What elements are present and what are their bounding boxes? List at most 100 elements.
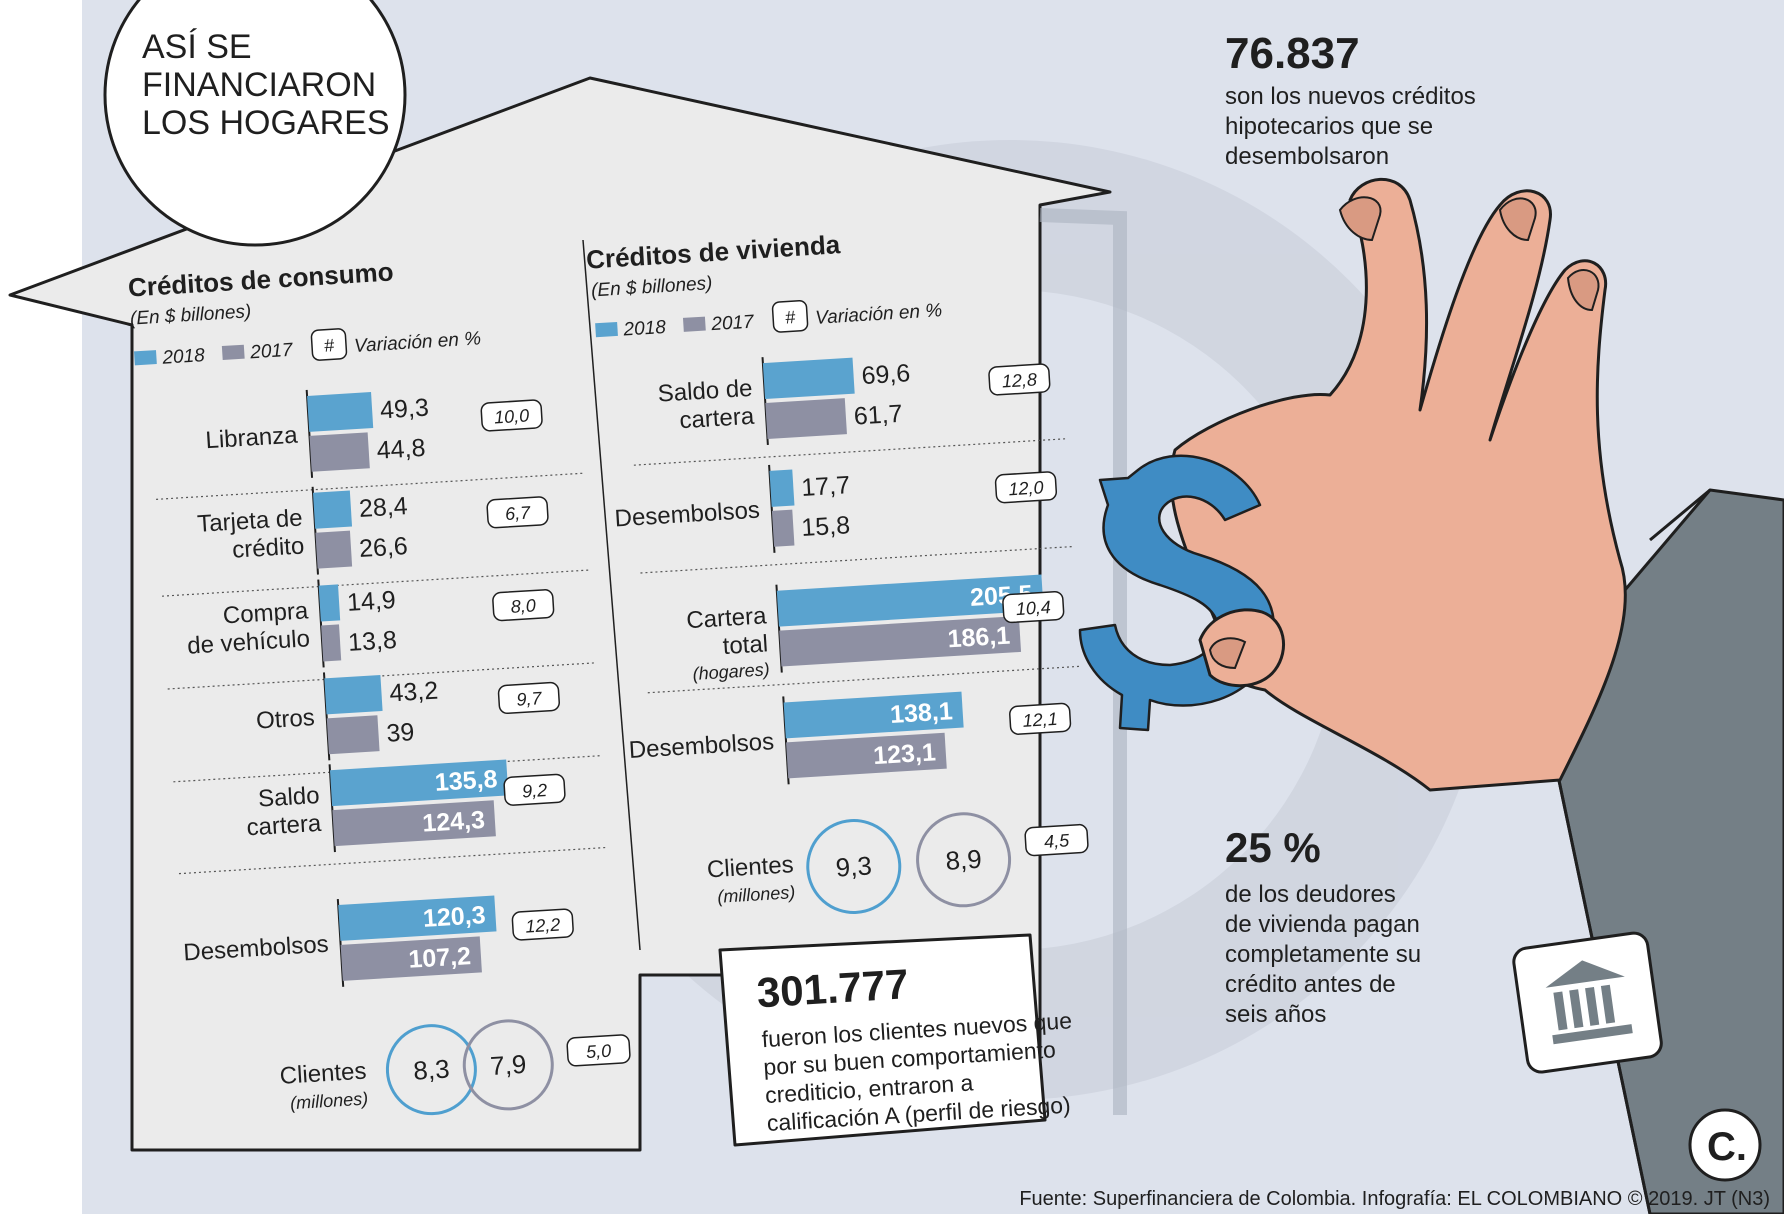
variation-value: 6,7 [505, 503, 532, 525]
title-circle [103, 0, 407, 247]
deudores-line-5: seis años [1225, 1001, 1326, 1028]
vivienda-legend-label-2017: 2017 [710, 312, 756, 336]
title-line-2: FINANCIARON [142, 66, 376, 104]
bar-label-2017: 61,7 [853, 400, 903, 431]
bar-label-2017: 26,6 [358, 532, 408, 563]
bar-2017 [326, 715, 380, 755]
logo-circle [1688, 1108, 1762, 1182]
variation-box [1009, 702, 1072, 735]
bar-label-2018: 17,7 [801, 471, 851, 502]
bar-2017 [771, 509, 795, 547]
bar-label-2018: 43,2 [389, 677, 439, 708]
bar-label-2018: 28,4 [358, 492, 408, 523]
variation-value: 12,2 [525, 914, 561, 936]
bar-label-2018: 120,3 [422, 901, 486, 933]
chart-consumo: Créditos de consumo (En $ billones) 2018… [127, 256, 631, 1116]
bar-2018 [776, 574, 1044, 627]
bar-2017 [315, 530, 353, 569]
vivienda-clientes-circle-2017 [916, 812, 1012, 908]
legend-label-2017: 2017 [249, 340, 295, 364]
clientes-nuevos-box [718, 933, 1047, 1147]
bar-2018 [783, 691, 964, 739]
deudores-line-3: completamente su [1225, 941, 1421, 968]
bar-label-2018: 69,6 [861, 359, 911, 390]
bar-2017 [779, 615, 1022, 667]
nuevos-creditos-callout: 76.837 son los nuevos créditos hipotecar… [1225, 29, 1476, 170]
consumo-clientes-variation-box [566, 1034, 631, 1067]
consumo-clientes-sublabel: (millones) [290, 1089, 369, 1114]
deudores-line-2: de vivienda pagan [1225, 911, 1420, 938]
logo-text: C. [1707, 1125, 1747, 1169]
deudores-line-4: crédito antes de [1225, 971, 1396, 998]
legend-hash: # [323, 335, 335, 356]
nuevos-creditos-line-1: son los nuevos créditos [1225, 83, 1476, 110]
bar-2018 [762, 357, 855, 400]
vivienda-legend-variation-box [771, 300, 809, 333]
consumo-clientes-circle-2018 [385, 1024, 477, 1116]
vivienda-clientes-variation: 4,5 [1043, 830, 1070, 852]
vivienda-legend-hash: # [785, 307, 797, 328]
bar-2017 [309, 432, 370, 472]
category-group: 49,3 44,8 Libranza 10,0 [156, 389, 586, 500]
bar-label-2018: 14,9 [346, 586, 396, 617]
row-separator [161, 569, 592, 597]
consumo-clientes-label: Clientes [279, 1058, 367, 1090]
variation-box [480, 399, 543, 432]
bar-label-2017: 13,8 [347, 626, 397, 657]
variation-value: 8,0 [510, 595, 536, 616]
variation-value: 9,7 [516, 688, 543, 710]
variation-box [1002, 590, 1065, 624]
row-separator [178, 846, 609, 875]
variation-value: 12,8 [1001, 369, 1037, 391]
category-label: Compra [222, 597, 309, 629]
vivienda-legend-swatch-2017 [682, 316, 706, 332]
category-group: 43,2 39 Otros 9,7 [173, 672, 603, 783]
bar-2017 [786, 732, 947, 779]
category-sublabel: (hogares) [692, 659, 770, 684]
variation-box [492, 589, 555, 622]
deudores-callout: 25 % de los deudores de vivienda pagan c… [1225, 824, 1421, 1028]
variation-value: 10,0 [494, 405, 530, 427]
category-label: Tarjeta de [196, 504, 303, 537]
legend-swatch-2017 [221, 344, 245, 361]
variation-value: 12,1 [1022, 709, 1058, 731]
category-label: Cartera [686, 602, 768, 634]
category-label: Saldo de [657, 375, 753, 408]
chart-vivienda: Créditos de vivienda (En $ billones) 201… [585, 229, 1089, 915]
bar-2017 [765, 398, 847, 439]
vivienda-clientes-variation-box [1024, 823, 1089, 857]
vivienda-clientes-circle-2018 [806, 819, 902, 915]
category-label: Otros [255, 704, 315, 735]
vivienda-clientes-label: Clientes [706, 851, 794, 883]
hand-illustration [1078, 177, 1627, 792]
nuevos-creditos-number: 76.837 [1225, 29, 1360, 78]
clientes-nuevos-number: 301.777 [755, 960, 909, 1016]
bar-label-2018: 138,1 [889, 697, 953, 729]
variation-box [511, 908, 574, 941]
bar-2018 [338, 895, 497, 941]
variation-value: 9,2 [521, 780, 547, 801]
row-separator [156, 472, 586, 500]
legend-swatch-2018 [134, 350, 157, 366]
consumo-clientes-circle-2017 [462, 1019, 554, 1111]
vivienda-legend-swatch-2018 [595, 321, 618, 338]
bar-label-2017: 107,2 [408, 942, 472, 974]
bar-2018 [329, 759, 509, 807]
deudores-line-1: de los deudores [1225, 881, 1396, 908]
bar-label-2017: 39 [386, 718, 415, 748]
source-note: Fuente: Superfinanciera de Colombia. Inf… [1019, 1188, 1770, 1210]
variation-box [486, 496, 549, 529]
vivienda-clientes-value-2018: 9,3 [835, 850, 873, 882]
nuevos-creditos-line-3: desembolsaron [1225, 143, 1389, 170]
bar-label-2017: 15,8 [801, 511, 851, 542]
bar-2018 [312, 490, 353, 529]
title-line-1: ASÍ SE [142, 28, 252, 66]
consumo-clientes-value-2018: 8,3 [412, 1054, 450, 1086]
bar-label-2017: 123,1 [872, 738, 936, 770]
vivienda-legend-label-2018: 2018 [622, 317, 667, 341]
deudores-number: 25 % [1225, 824, 1321, 871]
chart-divider [582, 239, 641, 951]
